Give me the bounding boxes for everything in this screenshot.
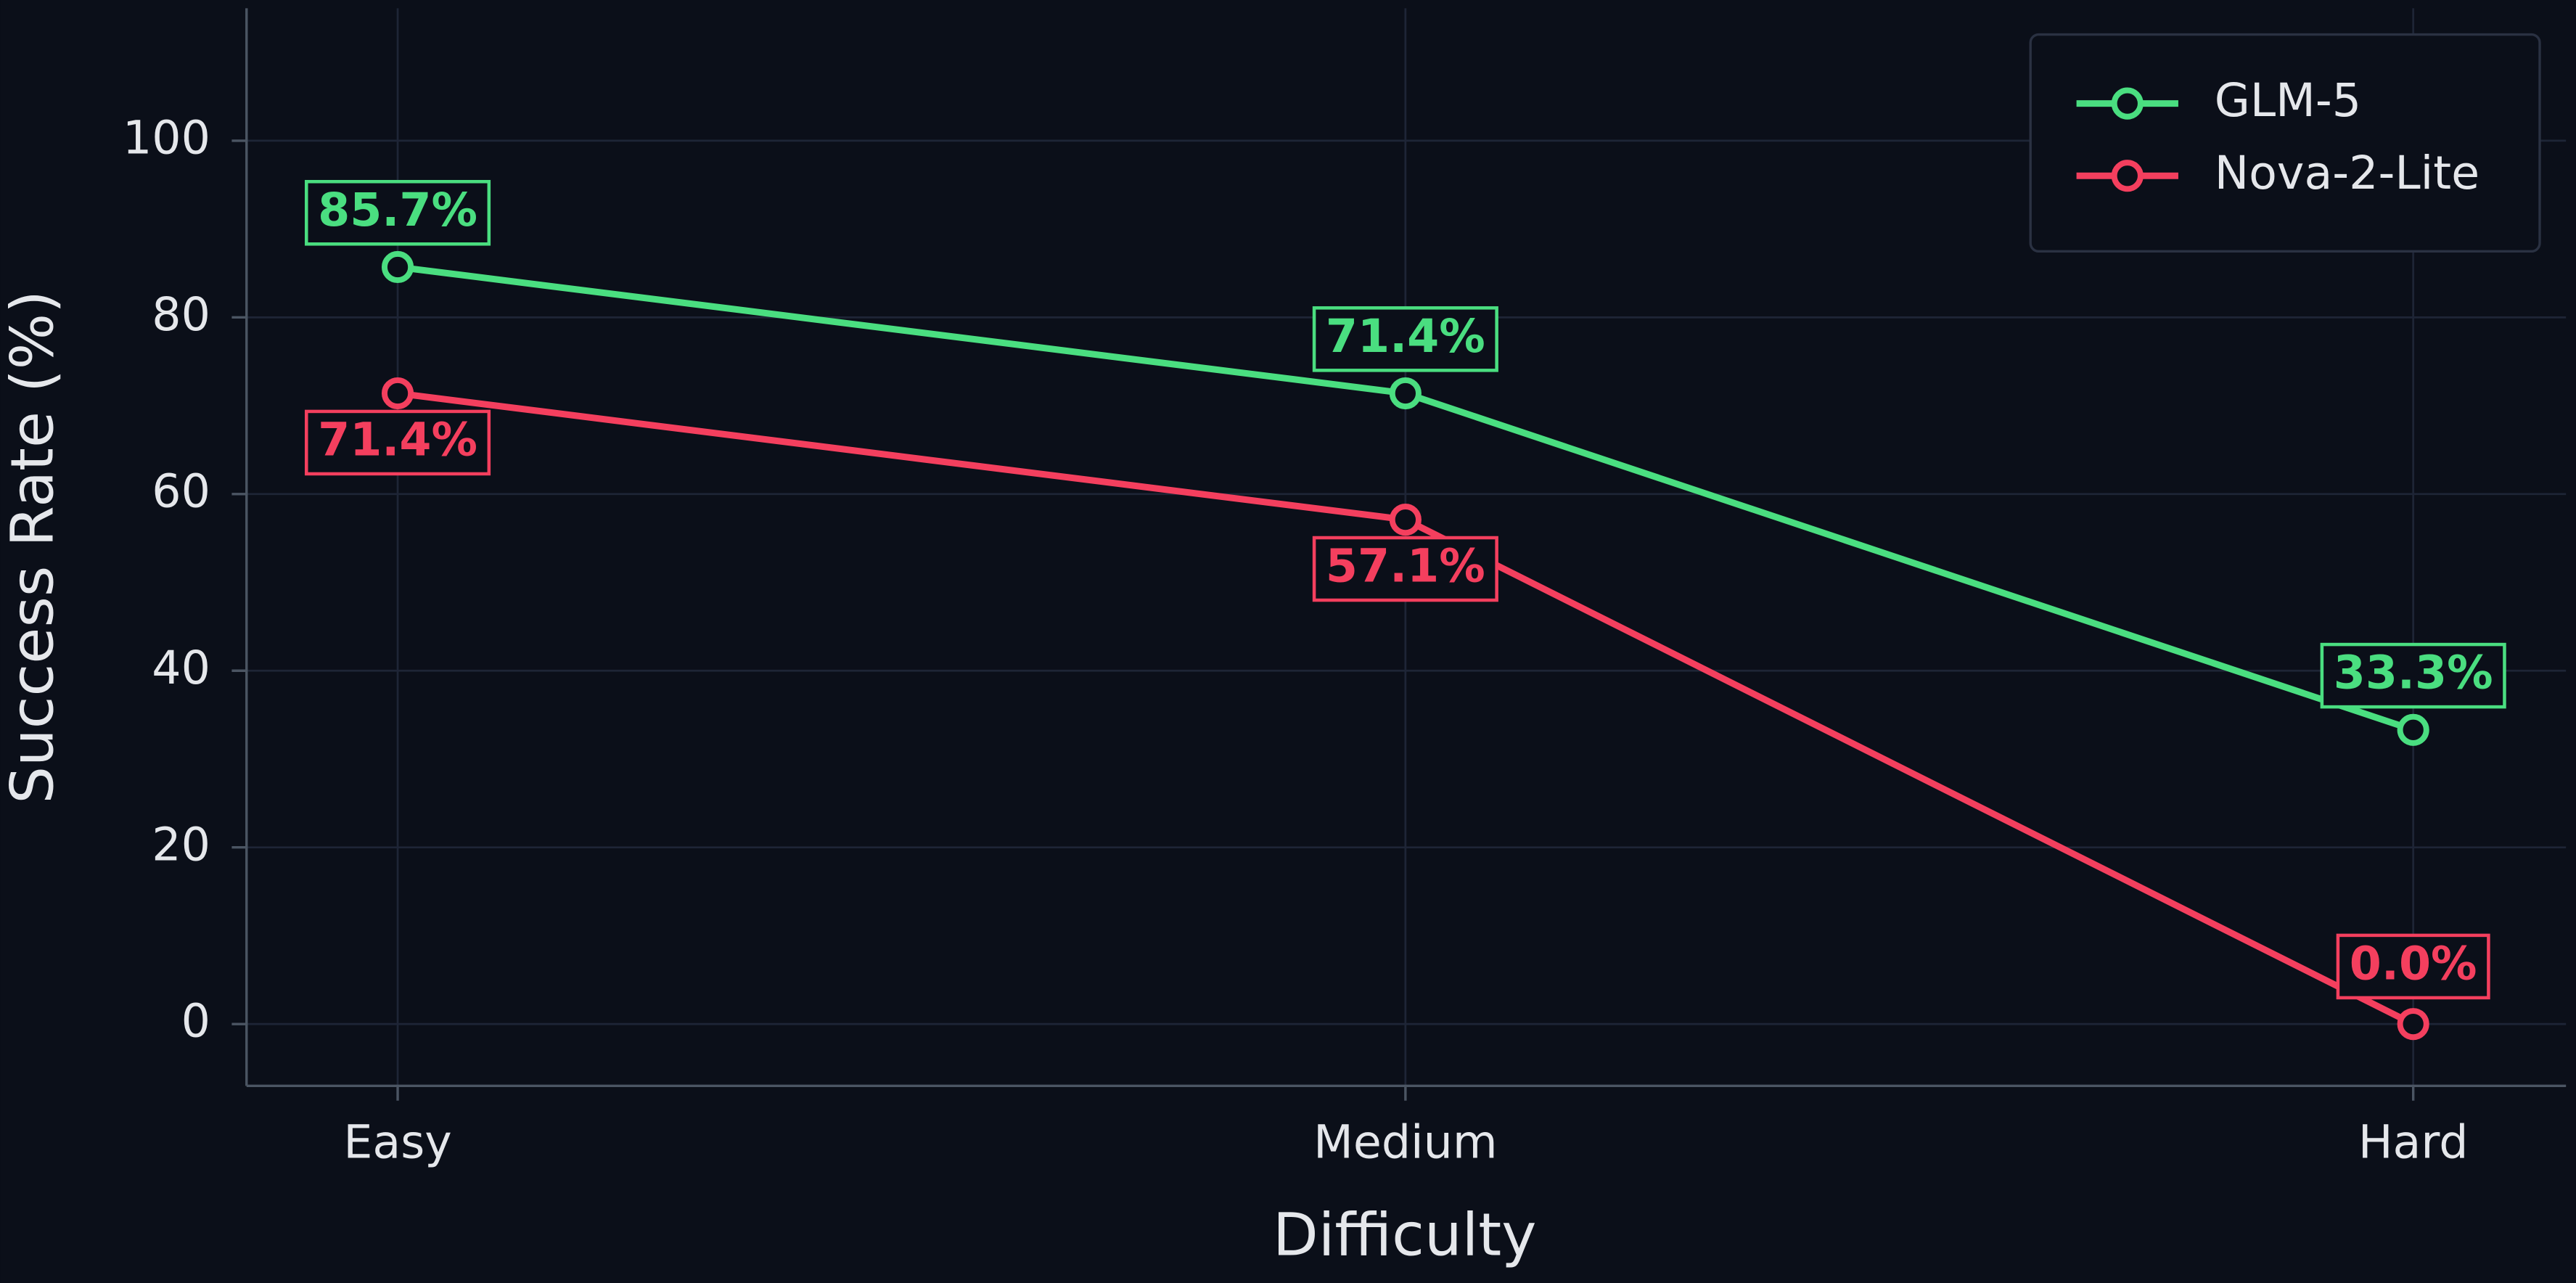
data-point xyxy=(381,377,414,410)
value-label-box xyxy=(2336,933,2490,1000)
value-label-box xyxy=(1312,536,1498,602)
value-label: 57.1% xyxy=(1326,539,1485,593)
y-tick-label: 0 xyxy=(181,994,210,1048)
x-tick-label: Hard xyxy=(2358,1115,2469,1168)
value-label: 0.0% xyxy=(2350,936,2477,990)
y-axis-label: Success Rate (%) xyxy=(0,290,67,804)
value-label-box xyxy=(304,409,491,476)
y-tick-label: 40 xyxy=(152,641,210,694)
data-point xyxy=(1389,504,1422,536)
legend-box xyxy=(2029,33,2541,253)
y-tick-label: 100 xyxy=(123,110,210,164)
legend: GLM-5 Nova-2-Lite xyxy=(2029,33,2541,253)
value-label-box xyxy=(2320,642,2506,709)
legend-label: Nova-2-Lite xyxy=(2215,146,2479,200)
data-point xyxy=(381,250,414,284)
legend-label: GLM-5 xyxy=(2215,73,2361,127)
y-tick-label: 60 xyxy=(152,464,210,517)
legend-marker xyxy=(2111,160,2144,192)
plot: 85.7% 71.4% 33.3% 71.4% 57.1% 0.0% xyxy=(304,179,2506,1041)
value-label-box xyxy=(1312,306,1498,372)
value-label: 71.4% xyxy=(1326,309,1485,363)
x-tick-label: Medium xyxy=(1313,1115,1497,1168)
data-point xyxy=(2397,1008,2429,1041)
data-point xyxy=(2397,713,2429,746)
data-point xyxy=(1389,377,1422,410)
value-label: 71.4% xyxy=(318,413,477,467)
legend-marker xyxy=(2111,87,2144,120)
value-label-box xyxy=(304,179,491,246)
x-axis-label: Difficulty xyxy=(1273,1200,1536,1269)
x-tick-label: Easy xyxy=(343,1115,451,1168)
value-label: 85.7% xyxy=(318,183,477,237)
y-tick-label: 20 xyxy=(152,817,210,871)
value-label: 33.3% xyxy=(2334,646,2493,700)
y-tick-label: 80 xyxy=(152,287,210,341)
